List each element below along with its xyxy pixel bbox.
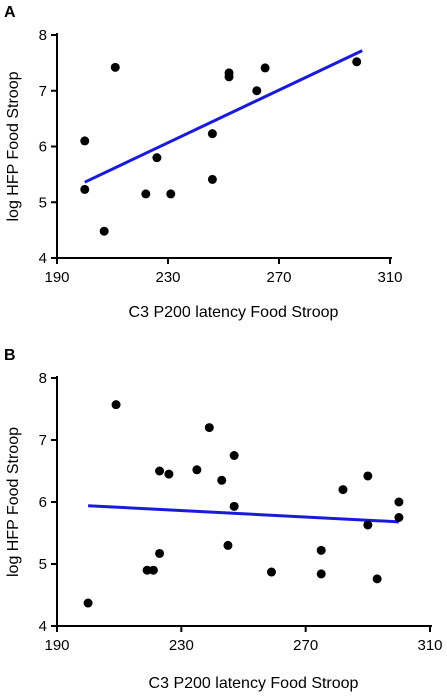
panel-a-y-axis-title: log HFP Food Stroop — [5, 71, 22, 221]
panel-a-data-point — [260, 63, 270, 73]
panel-b-data-point — [164, 469, 174, 479]
panel-b-data-point — [204, 423, 214, 433]
panel-a-regression-line — [84, 49, 363, 184]
panel-a-data-point — [207, 129, 217, 139]
panel-b-data-point — [148, 565, 158, 575]
panel-a-x-axis-title: C3 P200 latency Food Stroop — [129, 304, 339, 321]
panel-b-data-point — [316, 545, 326, 555]
panel-b-data-point — [316, 569, 326, 579]
panel-a-data-point — [152, 153, 162, 163]
panel-b-regression-line — [88, 504, 399, 524]
panel-a-y-tick-label: 6 — [39, 139, 47, 156]
panel-b: B 190 230 270 310 4 5 6 7 8 C3 P200 latency Food S… — [4, 347, 443, 692]
panel-a-x-tick-label: 310 — [377, 269, 402, 286]
panel-b-letter: B — [4, 347, 16, 364]
panel-b-y-tick-label: 5 — [39, 556, 47, 573]
panel-a-data-point — [80, 184, 90, 194]
panel-b-y-axis-title: log HFP Food Stroop — [5, 427, 22, 577]
panel-b-y-tick-label: 4 — [39, 618, 47, 635]
panel-a-data-point — [224, 72, 234, 82]
panel-b-x-tick-label: 190 — [44, 637, 69, 654]
panel-b-data-point — [155, 466, 165, 476]
panel-b-data-point — [266, 567, 276, 577]
panel-b-x-tick-label: 270 — [293, 637, 318, 654]
panel-b-y-tick-label: 8 — [39, 370, 47, 387]
panel-b-x-tick-label: 310 — [417, 637, 442, 654]
panel-b-x-tick-label: 230 — [169, 637, 194, 654]
panel-a-y-tick-label: 7 — [39, 83, 47, 100]
panel-b-y-tick-label: 6 — [39, 494, 47, 511]
panel-a-y-tick-label: 5 — [39, 194, 47, 211]
panel-b-x-axis-title: C3 P200 latency Food Stroop — [149, 675, 359, 692]
panel-b-data-point — [363, 520, 373, 530]
panel-a-data-point — [99, 226, 109, 236]
panel-b-y-tick-label: 7 — [39, 432, 47, 449]
panel-a-x-tick-label: 270 — [266, 269, 291, 286]
panel-b-data-point — [142, 565, 152, 575]
panel-b-data-point — [229, 501, 239, 511]
panel-a-y-tick-label: 8 — [39, 27, 47, 44]
panel-a-data-point — [252, 86, 262, 96]
panel-a-letter: A — [4, 4, 16, 21]
panel-a-data-point — [141, 189, 151, 199]
panel-b-data-point — [192, 465, 202, 475]
panel-b-data-point — [394, 513, 404, 522]
panel-a-data-point — [352, 57, 362, 67]
panel-b-data-point — [372, 574, 382, 584]
panel-a-data-point — [110, 62, 120, 72]
panel-a-y-tick-label: 4 — [39, 250, 47, 267]
panel-a-data-point — [80, 136, 90, 146]
panel-b-data-point — [394, 497, 404, 507]
panel-b-data-point — [155, 548, 165, 558]
panel-b-data-point — [363, 471, 373, 481]
panel-b-data-point — [111, 400, 121, 410]
panel-b-data-point — [338, 485, 348, 495]
panel-b-data-point — [83, 598, 93, 608]
panel-b-data-point — [223, 540, 233, 550]
panel-b-data-point — [217, 475, 227, 485]
panel-a-x-tick-label: 230 — [155, 269, 180, 286]
panel-a-data-point — [207, 174, 217, 184]
panel-a-x-tick-label: 190 — [44, 269, 69, 286]
panel-a: A 190 230 270 310 4 5 6 7 8 C3 P200 latency Food S… — [4, 4, 403, 321]
panel-b-data-point — [229, 451, 239, 460]
panel-a-data-point — [166, 189, 176, 199]
